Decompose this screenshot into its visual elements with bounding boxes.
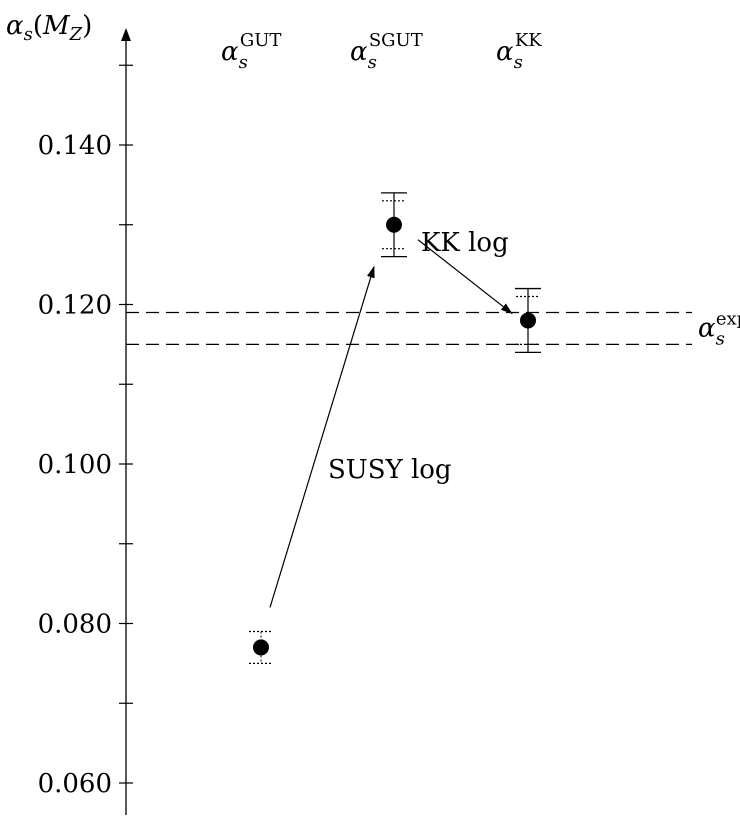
exp-band-label-sub: s	[716, 328, 725, 349]
annotation-arrows: SUSY log KK log	[270, 228, 512, 607]
y-axis-label-sub: s	[24, 24, 33, 45]
data-point	[386, 217, 402, 233]
y-tick-label: 0.100	[38, 450, 112, 480]
y-axis-label-symbol: α	[6, 11, 24, 41]
susy-log-label: SUSY log	[328, 455, 452, 485]
exp-band-label: αsexp	[698, 308, 740, 349]
category-label-kk: αsKK	[496, 30, 542, 73]
data-point-group	[381, 193, 407, 257]
experimental-band: αsexp	[126, 308, 740, 349]
y-axis-ticks: 0.140 0.120 0.100 0.080 0.060	[38, 65, 133, 799]
kk-log-label: KK log	[421, 228, 509, 258]
y-tick-label: 0.060	[38, 769, 112, 799]
y-tick-label: 0.120	[38, 291, 112, 321]
data-point	[253, 639, 269, 655]
y-tick-label: 0.140	[38, 131, 112, 161]
data-points	[249, 193, 541, 664]
data-point-group	[515, 289, 541, 353]
y-axis-arrow-icon	[121, 28, 131, 41]
y-axis-label-arg-sub: Z	[69, 24, 83, 45]
y-axis-label: αs(MZ)	[6, 11, 92, 45]
exp-band-label-symbol: α	[698, 313, 716, 343]
category-headers: αsGUT αsSGUT αsKK	[221, 30, 542, 73]
category-label-gut: αsGUT	[221, 30, 281, 73]
y-tick-label: 0.080	[38, 610, 112, 640]
y-axis-label-arg: M	[42, 11, 71, 41]
susy-log-arrow	[270, 267, 374, 608]
data-point-group	[249, 631, 273, 663]
data-point	[520, 312, 536, 328]
category-label-sgut: αsSGUT	[350, 30, 423, 73]
exp-band-label-sup: exp	[716, 308, 740, 329]
